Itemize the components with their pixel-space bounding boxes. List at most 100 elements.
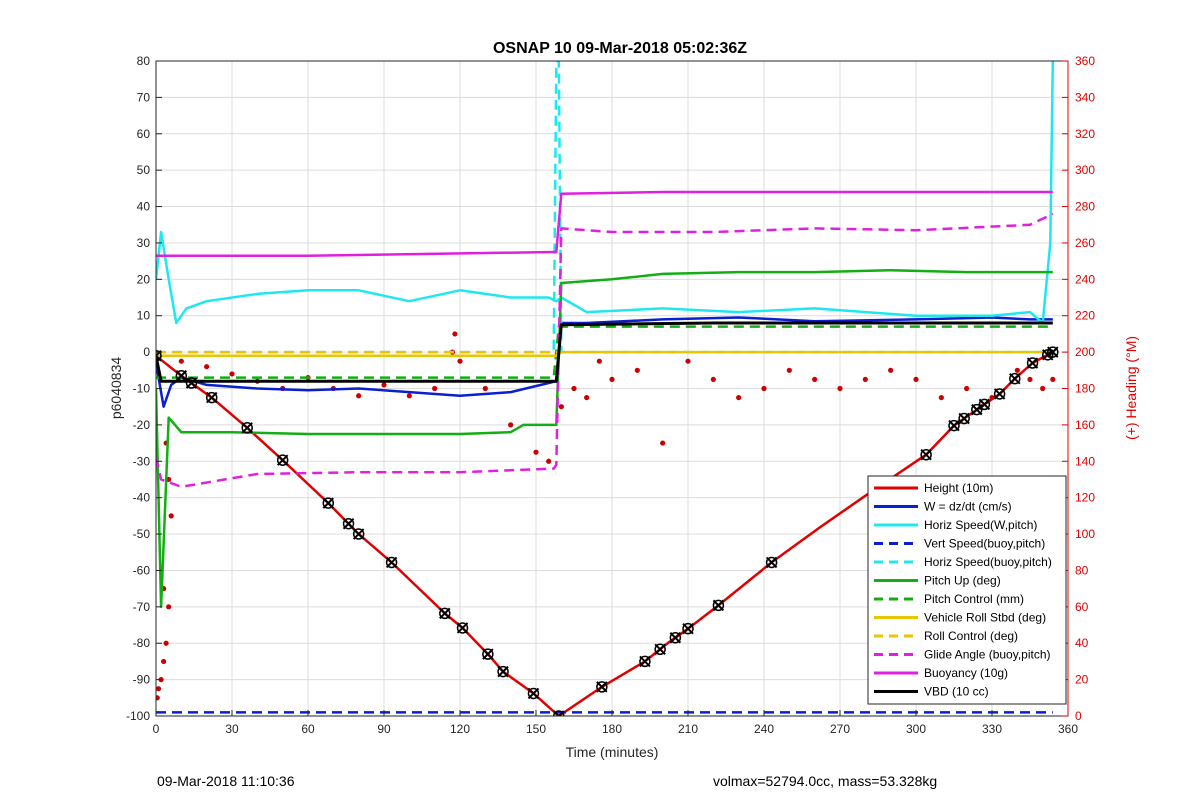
heading-dot	[660, 440, 666, 446]
y-tick-label-right: 0	[1075, 709, 1082, 723]
y-tick-label-right: 60	[1075, 600, 1089, 614]
x-tick-label: 180	[602, 722, 622, 736]
y-tick-label-left: -80	[133, 636, 151, 650]
legend-label: Pitch Up (deg)	[924, 574, 1001, 588]
y-tick-label-left: 60	[137, 127, 151, 141]
y-tick-label-right: 100	[1075, 527, 1095, 541]
x-tick-label: 60	[301, 722, 315, 736]
x-tick-label: 240	[754, 722, 774, 736]
y-tick-label-right: 220	[1075, 309, 1095, 323]
vbd-marker-circle	[596, 681, 608, 693]
vbd-marker-circle	[439, 607, 451, 620]
heading-dot	[204, 364, 210, 370]
vbd-marker-circle	[1026, 357, 1039, 369]
heading-dot	[1040, 385, 1046, 392]
series-line-10	[156, 212, 1054, 489]
y-axis-right: 3603403203002802602402202001801601401201…	[1062, 54, 1095, 723]
heading-dot	[558, 404, 564, 410]
vbd-marker-circle	[527, 687, 540, 700]
vbd-marker-circle	[654, 643, 666, 656]
heading-dot	[634, 367, 640, 373]
y-tick-label-left: -30	[133, 454, 151, 468]
vbd-marker-circle	[385, 556, 398, 569]
y-axis-left-label: p6040834	[108, 357, 124, 420]
legend-label: Roll Control (deg)	[924, 629, 1018, 643]
vbd-marker-circle	[948, 419, 960, 432]
heading-dot	[964, 385, 970, 392]
y-axis-right-label: (+) Heading (°M)	[1123, 336, 1139, 440]
vbd-marker-circle	[276, 454, 289, 466]
legend-label: Pitch Control (mm)	[924, 592, 1024, 606]
heading-dot	[786, 367, 792, 373]
y-tick-label-left: 80	[137, 54, 151, 68]
y-tick-label-left: 30	[137, 236, 151, 250]
y-tick-label-right: 300	[1075, 163, 1095, 177]
legend-label: Vert Speed(buoy,pitch)	[924, 537, 1045, 551]
heading-dot	[837, 385, 843, 392]
x-tick-label: 90	[377, 722, 391, 736]
legend-box	[867, 475, 1067, 705]
y-tick-label-right: 180	[1075, 382, 1095, 396]
y-tick-label-right: 120	[1075, 491, 1095, 505]
heading-dot	[584, 394, 590, 401]
y-tick-label-left: 0	[143, 345, 150, 359]
heading-dot	[761, 385, 767, 392]
vbd-marker-circle	[971, 403, 983, 416]
heading-dot	[571, 385, 577, 392]
legend-label: Horiz Speed(W,pitch)	[924, 518, 1037, 532]
x-tick-label: 300	[906, 722, 926, 736]
y-tick-label-left: -100	[126, 709, 150, 723]
vbd-marker-circle	[241, 422, 253, 434]
y-tick-label-right: 140	[1075, 454, 1095, 468]
y-tick-label-right: 160	[1075, 418, 1095, 432]
vbd-marker-circle	[482, 648, 494, 660]
legend-label: VBD (10 cc)	[924, 685, 989, 699]
y-tick-label-left: -50	[133, 527, 151, 541]
x-tick-label: 360	[1058, 722, 1078, 736]
y-tick-label-right: 340	[1075, 90, 1095, 104]
y-tick-label-left: 10	[137, 309, 151, 323]
y-tick-label-left: -70	[133, 600, 151, 614]
heading-dot	[482, 385, 488, 392]
heading-dot	[1014, 367, 1020, 373]
heading-dot	[452, 331, 458, 337]
vbd-marker-circle	[553, 710, 565, 716]
y-tick-label-right: 320	[1075, 127, 1095, 141]
vbd-marker-circle	[322, 497, 335, 509]
y-tick-label-left: -40	[133, 491, 151, 505]
vbd-marker-circle	[669, 632, 682, 644]
heading-dot	[710, 376, 716, 383]
vbd-marker-circle	[765, 556, 778, 569]
vbd-marker-circle	[456, 622, 469, 634]
heading-dot	[812, 376, 818, 383]
heading-dot	[508, 422, 514, 428]
x-axis: 0 30 60 90 120 150 180 210 240 270 300 330 360	[153, 710, 1078, 736]
series-line-12	[156, 321, 1053, 383]
vbd-marker-circle	[958, 412, 970, 425]
plot-area	[156, 61, 1059, 716]
vbd-marker-circle	[497, 665, 509, 678]
y-tick-label-left: 70	[137, 90, 151, 104]
footer-date: 09-Mar-2018 11:10:36	[157, 773, 295, 789]
x-tick-label: 120	[450, 722, 470, 736]
heading-dot	[546, 458, 552, 464]
y-tick-label-right: 20	[1075, 673, 1089, 687]
heading-dot	[381, 382, 387, 388]
footer-stats: volmax=52794.0cc, mass=53.328kg	[713, 773, 938, 789]
x-tick-label: 210	[678, 722, 698, 736]
heading-dot	[166, 604, 172, 610]
y-tick-label-left: 50	[137, 163, 151, 177]
x-tick-label: 330	[982, 722, 1002, 736]
heading-dot	[406, 393, 412, 399]
legend-label: Vehicle Roll Stbd (deg)	[924, 611, 1046, 625]
y-tick-label-right: 80	[1075, 563, 1089, 577]
legend-label: Buoyancy (10g)	[924, 666, 1008, 680]
heading-dot	[609, 376, 615, 383]
y-tick-label-right: 280	[1075, 200, 1095, 214]
heading-dot	[457, 358, 463, 364]
x-tick-label: 30	[225, 722, 239, 736]
vbd-marker-circle	[205, 391, 218, 404]
series-line-6	[156, 268, 1053, 609]
vbd-marker-circle	[993, 388, 1006, 400]
